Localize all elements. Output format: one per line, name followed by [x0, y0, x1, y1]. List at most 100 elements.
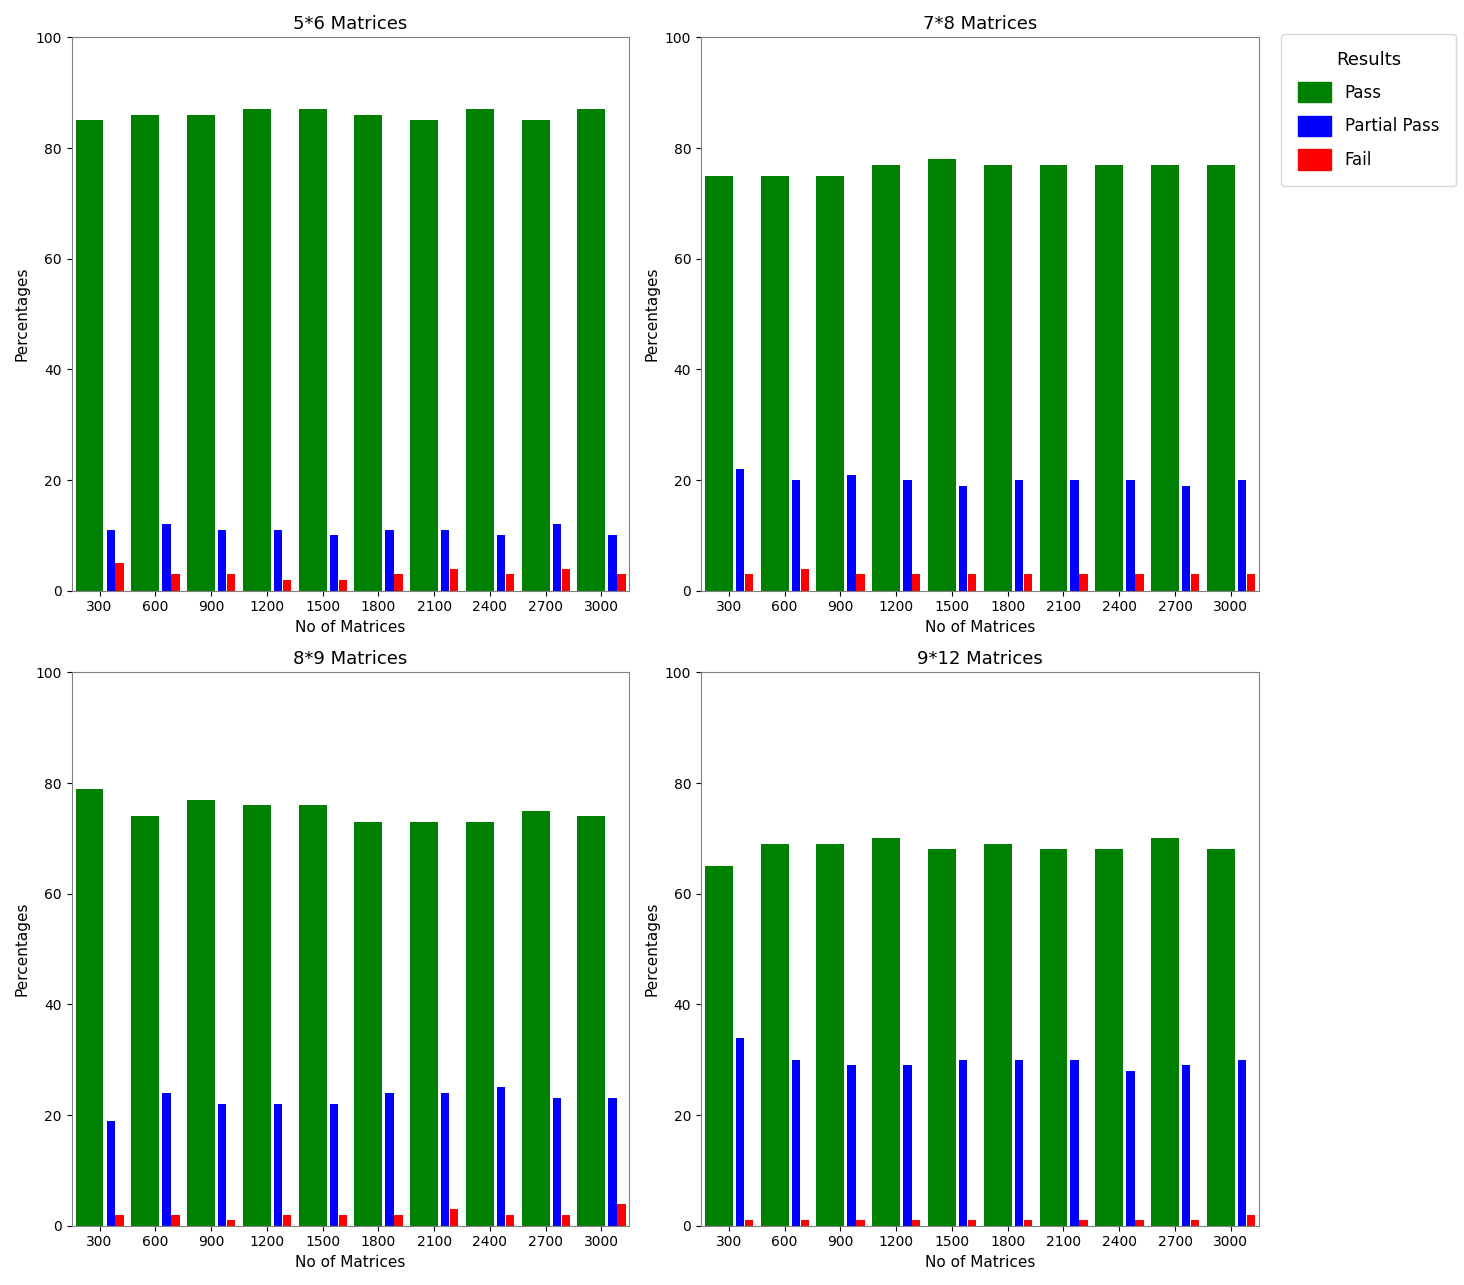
Bar	[385, 529, 394, 591]
Bar	[903, 1065, 912, 1226]
Bar	[817, 844, 845, 1226]
Bar	[792, 481, 799, 591]
Title: 8*9 Matrices: 8*9 Matrices	[293, 650, 407, 668]
Bar	[507, 574, 514, 591]
Y-axis label: Percentages: Percentages	[644, 267, 659, 361]
Bar	[1135, 1221, 1143, 1226]
Bar	[338, 1214, 347, 1226]
Y-axis label: Percentages: Percentages	[644, 902, 659, 996]
Bar	[873, 838, 900, 1226]
Bar	[1079, 1221, 1088, 1226]
Bar	[848, 474, 856, 591]
Bar	[1095, 164, 1123, 591]
Bar	[848, 1065, 856, 1226]
Title: 9*12 Matrices: 9*12 Matrices	[916, 650, 1042, 668]
Bar	[562, 1214, 569, 1226]
X-axis label: No of Matrices: No of Matrices	[925, 619, 1035, 635]
Bar	[577, 816, 605, 1226]
Bar	[736, 469, 744, 591]
Bar	[745, 1221, 752, 1226]
Bar	[968, 1221, 976, 1226]
Bar	[1070, 1060, 1079, 1226]
Bar	[449, 1209, 458, 1226]
Bar	[903, 481, 912, 591]
Bar	[283, 580, 291, 591]
Bar	[1247, 574, 1255, 591]
Bar	[218, 529, 227, 591]
Bar	[329, 1104, 338, 1226]
Bar	[1181, 486, 1190, 591]
Bar	[227, 574, 236, 591]
Bar	[354, 821, 382, 1226]
Bar	[704, 176, 733, 591]
Bar	[609, 1099, 616, 1226]
Bar	[856, 1221, 865, 1226]
Bar	[873, 164, 900, 591]
Bar	[1039, 849, 1067, 1226]
Bar	[163, 1094, 171, 1226]
Bar	[385, 1094, 394, 1226]
Bar	[132, 114, 160, 591]
Bar	[761, 844, 789, 1226]
Bar	[466, 821, 493, 1226]
Bar	[1237, 1060, 1246, 1226]
Bar	[1095, 849, 1123, 1226]
Bar	[274, 529, 283, 591]
Bar	[1023, 574, 1032, 591]
Bar	[329, 536, 338, 591]
Bar	[1015, 481, 1023, 591]
Bar	[1247, 1214, 1255, 1226]
Bar	[1135, 574, 1143, 591]
X-axis label: No of Matrices: No of Matrices	[925, 1255, 1035, 1270]
Bar	[856, 574, 865, 591]
Bar	[736, 1037, 744, 1226]
Bar	[243, 806, 271, 1226]
Bar	[521, 811, 549, 1226]
Bar	[299, 109, 326, 591]
Bar	[912, 1221, 921, 1226]
Bar	[959, 486, 968, 591]
Bar	[1039, 164, 1067, 591]
Bar	[107, 1121, 114, 1226]
Bar	[187, 114, 215, 591]
Bar	[552, 524, 561, 591]
Bar	[618, 1204, 625, 1226]
Bar	[984, 844, 1012, 1226]
Bar	[1190, 1221, 1199, 1226]
Bar	[1023, 1221, 1032, 1226]
Bar	[1079, 574, 1088, 591]
Bar	[618, 574, 625, 591]
Bar	[171, 574, 180, 591]
Bar	[577, 109, 605, 591]
Bar	[394, 1214, 403, 1226]
Bar	[1126, 481, 1135, 591]
Bar	[1190, 574, 1199, 591]
Bar	[410, 821, 438, 1226]
Bar	[283, 1214, 291, 1226]
Bar	[1206, 164, 1234, 591]
Bar	[441, 1094, 449, 1226]
Bar	[338, 580, 347, 591]
Bar	[163, 524, 171, 591]
Bar	[116, 1214, 124, 1226]
Bar	[116, 563, 124, 591]
X-axis label: No of Matrices: No of Matrices	[296, 619, 406, 635]
Bar	[410, 121, 438, 591]
Bar	[496, 1087, 505, 1226]
Bar	[227, 1221, 236, 1226]
Bar	[801, 1221, 810, 1226]
Bar	[354, 114, 382, 591]
Bar	[801, 568, 810, 591]
Bar	[521, 121, 549, 591]
Bar	[171, 1214, 180, 1226]
Bar	[466, 109, 493, 591]
Bar	[1126, 1070, 1135, 1226]
Bar	[76, 121, 104, 591]
Bar	[218, 1104, 227, 1226]
Bar	[274, 1104, 283, 1226]
Bar	[496, 536, 505, 591]
Bar	[792, 1060, 799, 1226]
Bar	[817, 176, 845, 591]
Bar	[449, 568, 458, 591]
Bar	[1151, 164, 1179, 591]
